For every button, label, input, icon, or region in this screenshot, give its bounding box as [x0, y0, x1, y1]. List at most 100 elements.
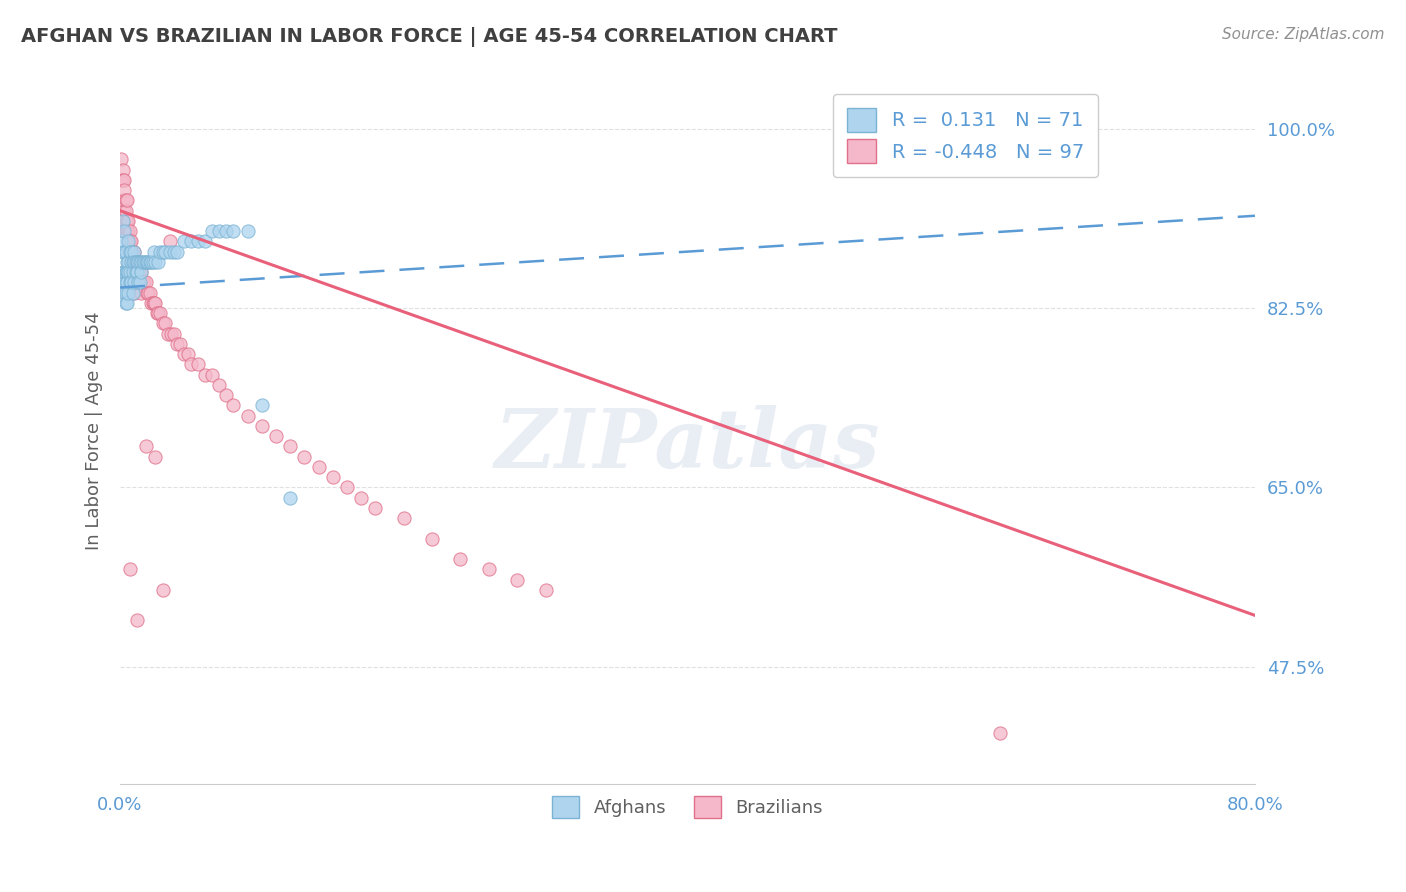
Point — [115, 244, 138, 259]
Point — [420, 532, 443, 546]
Point — [115, 265, 138, 279]
Point — [128, 276, 150, 290]
Point — [139, 285, 162, 300]
Point — [121, 244, 143, 259]
Point — [127, 276, 149, 290]
Point — [201, 224, 224, 238]
Point — [131, 255, 153, 269]
Point — [138, 285, 160, 300]
Legend: Afghans, Brazilians: Afghans, Brazilians — [546, 789, 830, 825]
Point — [121, 255, 143, 269]
Point — [112, 244, 135, 259]
Point — [236, 224, 259, 238]
Point — [143, 296, 166, 310]
Point — [124, 265, 146, 279]
Point — [222, 224, 245, 238]
Point — [114, 285, 136, 300]
Point — [112, 265, 135, 279]
Point — [120, 244, 142, 259]
Point — [121, 265, 143, 279]
Point — [112, 224, 135, 238]
Point — [121, 255, 143, 269]
Point — [117, 285, 139, 300]
Y-axis label: In Labor Force | Age 45-54: In Labor Force | Age 45-54 — [86, 311, 103, 550]
Point — [350, 491, 373, 505]
Point — [322, 470, 344, 484]
Point — [115, 265, 138, 279]
Point — [111, 214, 134, 228]
Point — [114, 265, 136, 279]
Point — [250, 418, 273, 433]
Point — [115, 276, 138, 290]
Point — [145, 255, 167, 269]
Point — [138, 255, 160, 269]
Point — [124, 265, 146, 279]
Point — [111, 265, 134, 279]
Point — [134, 276, 156, 290]
Point — [122, 255, 145, 269]
Point — [127, 255, 149, 269]
Point — [392, 511, 415, 525]
Point — [129, 265, 152, 279]
Point — [145, 296, 167, 310]
Point — [117, 214, 139, 228]
Point — [122, 244, 145, 259]
Point — [122, 244, 145, 259]
Point — [112, 224, 135, 238]
Point — [141, 296, 163, 310]
Point — [148, 306, 170, 320]
Point — [250, 398, 273, 412]
Point — [118, 562, 141, 576]
Point — [145, 450, 167, 464]
Point — [122, 265, 145, 279]
Point — [118, 265, 141, 279]
Point — [128, 265, 150, 279]
Point — [115, 255, 138, 269]
Point — [155, 316, 177, 330]
Point — [125, 276, 148, 290]
Point — [118, 235, 141, 249]
Point — [118, 255, 141, 269]
Point — [194, 368, 217, 382]
Point — [121, 285, 143, 300]
Point — [146, 306, 169, 320]
Point — [336, 480, 359, 494]
Point — [114, 276, 136, 290]
Point — [112, 203, 135, 218]
Point — [122, 285, 145, 300]
Point — [111, 244, 134, 259]
Point — [157, 326, 180, 341]
Point — [129, 285, 152, 300]
Point — [173, 347, 195, 361]
Point — [132, 255, 155, 269]
Point — [114, 224, 136, 238]
Point — [134, 439, 156, 453]
Point — [121, 276, 143, 290]
Point — [128, 255, 150, 269]
Point — [139, 255, 162, 269]
Point — [159, 244, 181, 259]
Point — [236, 409, 259, 423]
Point — [122, 276, 145, 290]
Point — [118, 244, 141, 259]
Point — [120, 276, 142, 290]
Point — [187, 357, 209, 371]
Point — [449, 552, 471, 566]
Point — [111, 194, 134, 208]
Point — [117, 224, 139, 238]
Point — [125, 255, 148, 269]
Point — [149, 244, 172, 259]
Point — [166, 244, 188, 259]
Point — [117, 244, 139, 259]
Point — [110, 235, 132, 249]
Point — [125, 614, 148, 628]
Point — [173, 235, 195, 249]
Point — [201, 368, 224, 382]
Point — [120, 255, 142, 269]
Point — [166, 336, 188, 351]
Point — [143, 244, 166, 259]
Text: Source: ZipAtlas.com: Source: ZipAtlas.com — [1222, 27, 1385, 42]
Point — [124, 255, 146, 269]
Point — [117, 265, 139, 279]
Point — [124, 255, 146, 269]
